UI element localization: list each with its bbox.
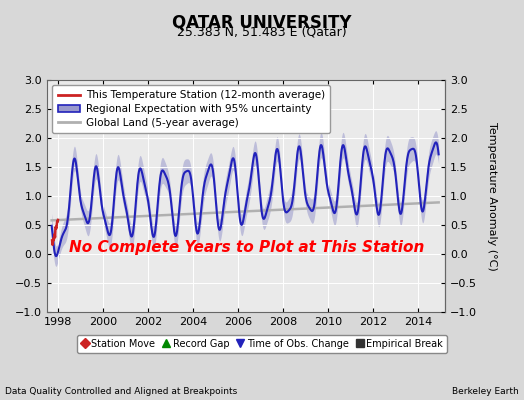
Y-axis label: Temperature Anomaly (°C): Temperature Anomaly (°C): [487, 122, 497, 270]
Text: No Complete Years to Plot at This Station: No Complete Years to Plot at This Statio…: [69, 240, 424, 254]
Text: 25.383 N, 51.483 E (Qatar): 25.383 N, 51.483 E (Qatar): [177, 25, 347, 38]
Legend: This Temperature Station (12-month average), Regional Expectation with 95% uncer: This Temperature Station (12-month avera…: [52, 85, 330, 133]
Legend: Station Move, Record Gap, Time of Obs. Change, Empirical Break: Station Move, Record Gap, Time of Obs. C…: [77, 335, 447, 353]
Text: Berkeley Earth: Berkeley Earth: [452, 387, 519, 396]
Text: Data Quality Controlled and Aligned at Breakpoints: Data Quality Controlled and Aligned at B…: [5, 387, 237, 396]
Text: QATAR UNIVERSITY: QATAR UNIVERSITY: [172, 14, 352, 32]
